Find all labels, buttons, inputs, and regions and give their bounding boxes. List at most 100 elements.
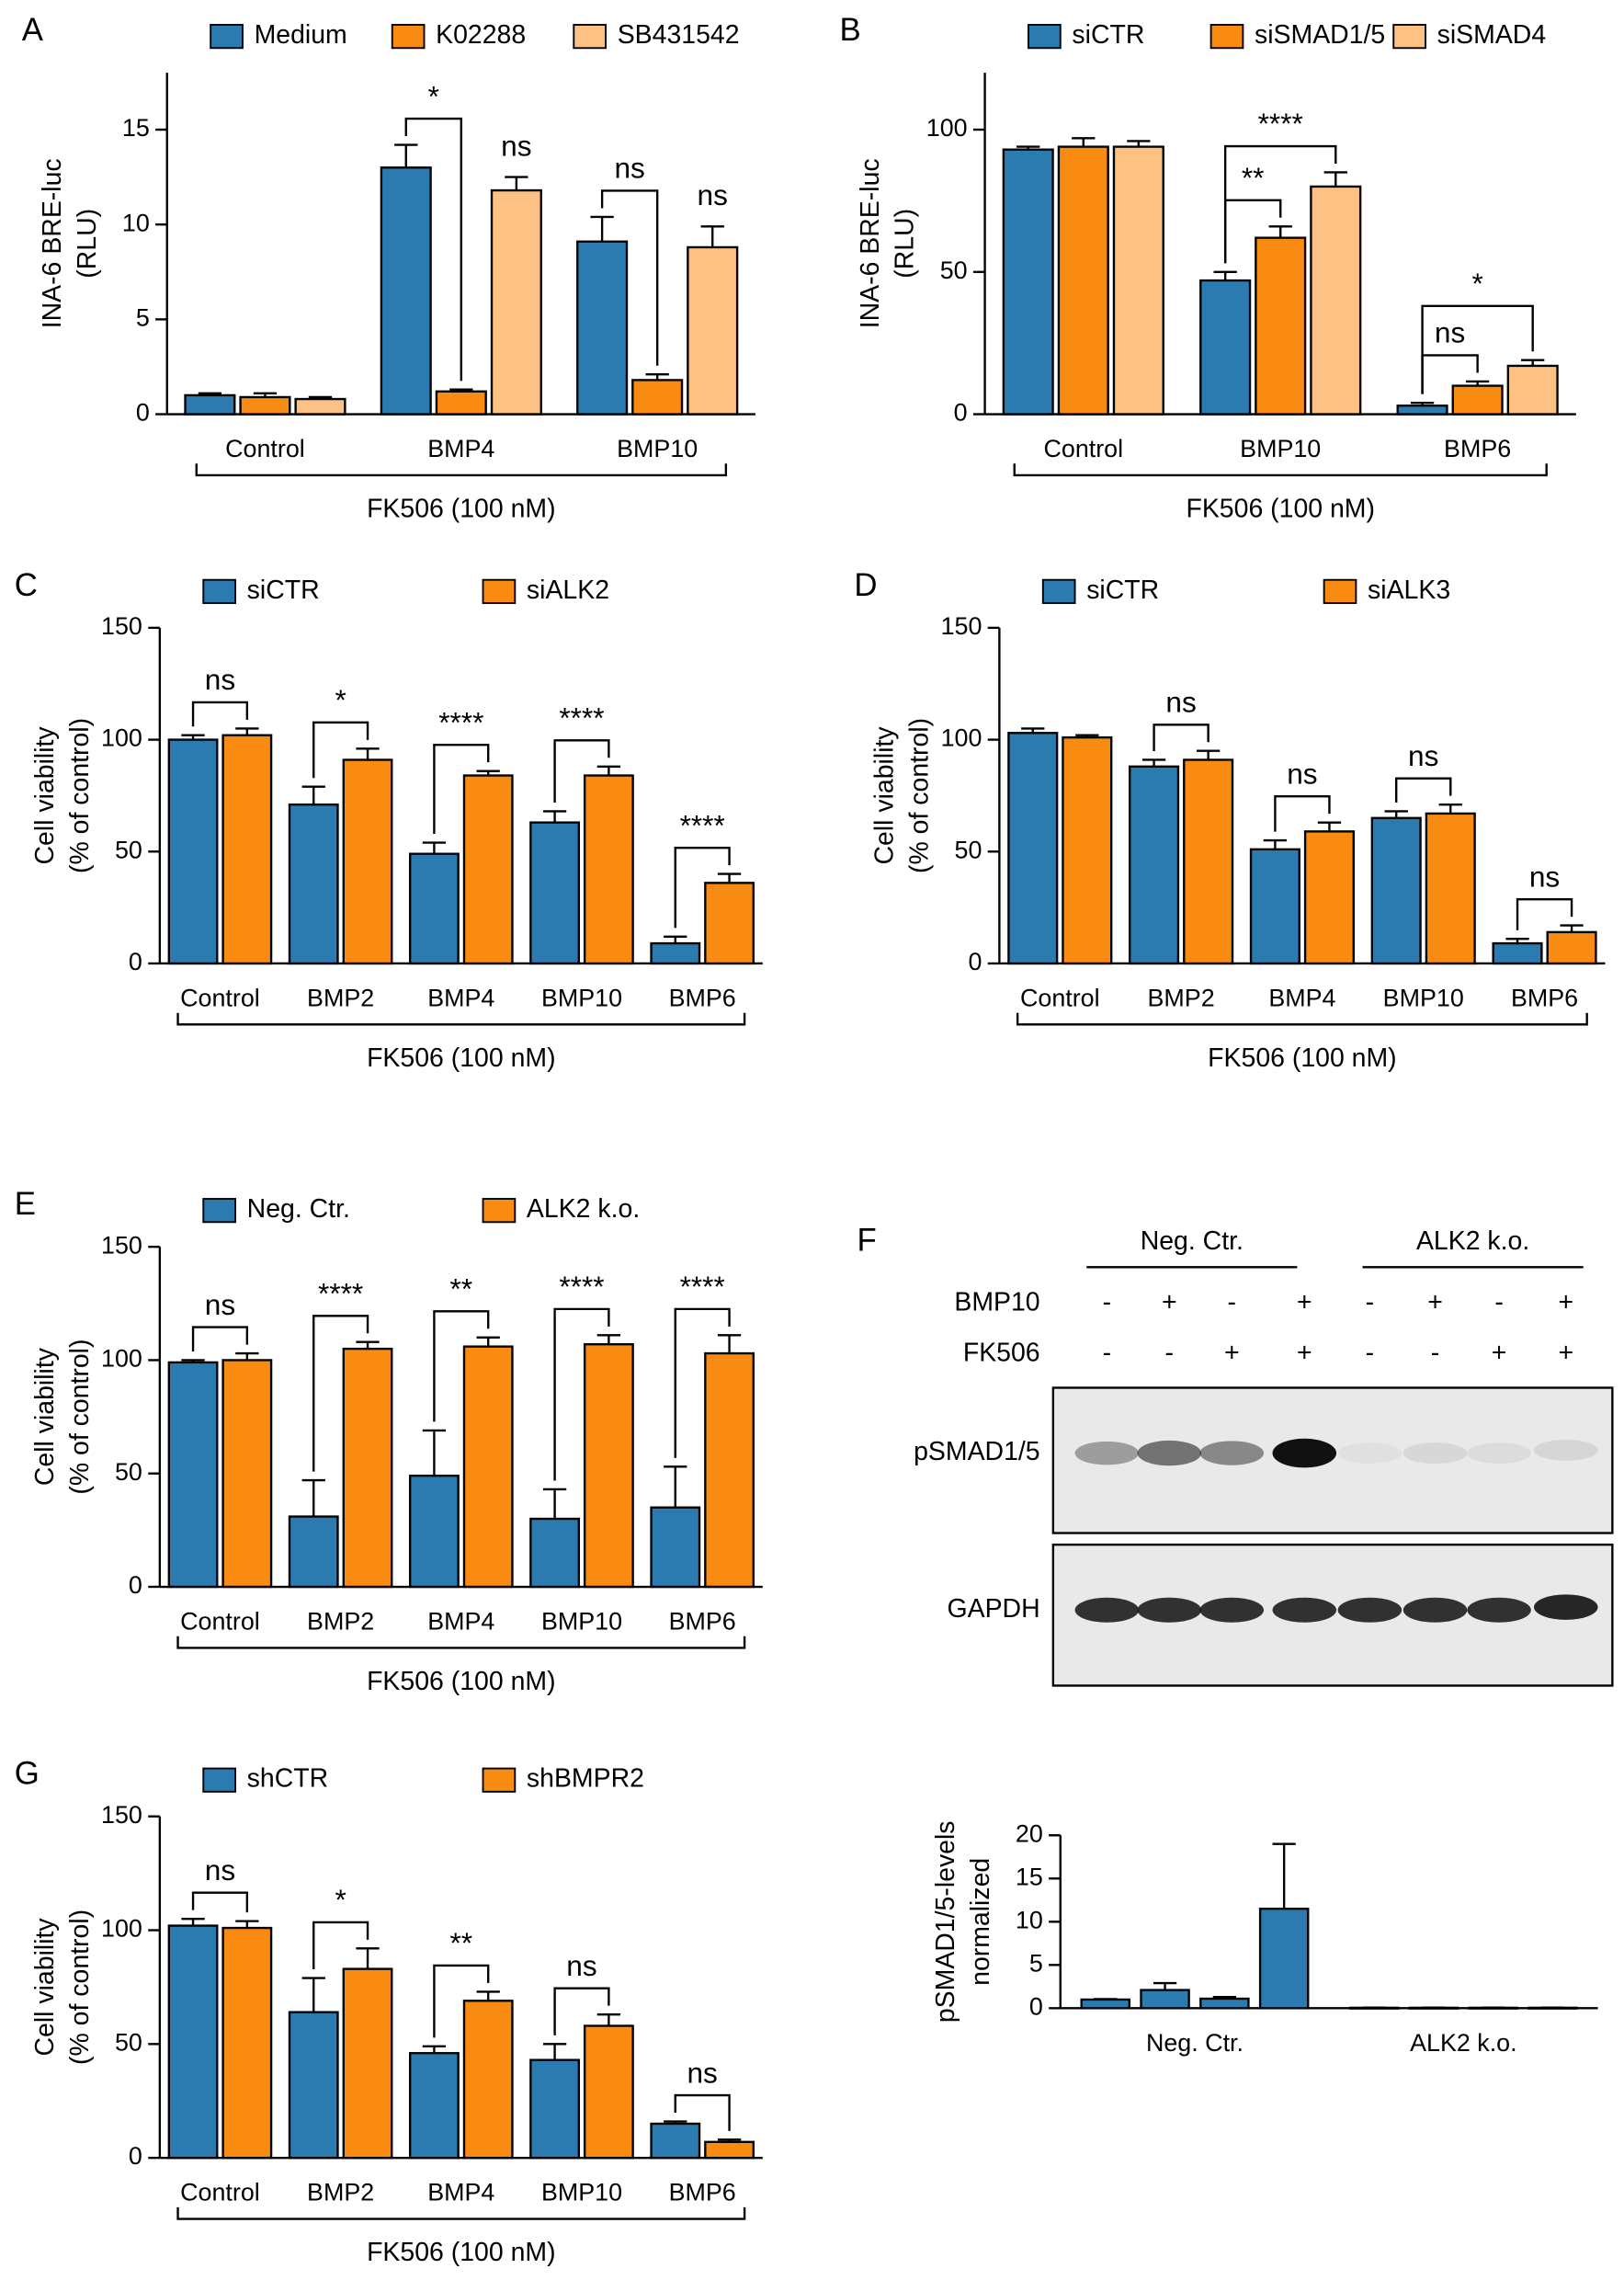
legend-label: Neg. Ctr. [247, 1194, 350, 1224]
blot-band [1272, 1438, 1337, 1468]
bar [221, 734, 273, 965]
group-label: FK506 (100 nM) [367, 1043, 555, 1073]
x-tick-label: BMP10 [1383, 985, 1464, 1012]
bar [288, 1515, 339, 1589]
blot-mark: - [1228, 1287, 1236, 1317]
bar [1249, 848, 1300, 965]
y-axis-label: (RLU) [891, 209, 920, 279]
x-tick-label: BMP6 [1444, 435, 1511, 462]
error-bar [301, 1478, 325, 1517]
legend-swatch [1392, 24, 1426, 50]
legend-swatch [1041, 578, 1076, 604]
significance-label: * [428, 79, 439, 112]
y-axis-label: (% of control) [905, 718, 935, 873]
error-bar [449, 388, 473, 392]
significance-label: ns [614, 152, 644, 185]
bar [1425, 812, 1476, 965]
x-tick-label: Control [1020, 985, 1100, 1012]
y-tick-label: 5 [136, 303, 150, 331]
group-label: FK506 (100 nM) [1208, 1043, 1396, 1073]
error-bar [1213, 270, 1237, 281]
error-bar [181, 734, 205, 740]
significance-label: ns [1435, 316, 1465, 349]
significance-bracket [1223, 144, 1337, 264]
error-bar [253, 392, 278, 397]
y-tick-label: 150 [101, 612, 142, 640]
y-tick-label: 50 [115, 1458, 142, 1486]
y-axis-label: pSMAD1/5-levels [931, 1820, 960, 2023]
blot-band [1137, 1440, 1202, 1466]
bar [1546, 930, 1597, 965]
y-tick-label: 100 [101, 1345, 142, 1373]
y-axis-label: Cell viability [30, 726, 60, 865]
x-tick-label: BMP2 [307, 2179, 374, 2206]
blot-mark: - [1494, 1287, 1503, 1317]
significance-label: * [335, 1883, 346, 1916]
error-bar [1272, 1842, 1296, 1910]
blot-band [1199, 1441, 1265, 1465]
error-bar [596, 2012, 621, 2026]
blot-band-label: pSMAD1/5 [914, 1437, 1040, 1466]
blot-band [1467, 1442, 1531, 1464]
blot-mark: + [1224, 1339, 1240, 1368]
error-bar [717, 872, 742, 884]
error-bar [1075, 734, 1099, 738]
legend-swatch [482, 1198, 517, 1224]
x-tick-label: Neg. Ctr. [1146, 2029, 1244, 2057]
error-bar [181, 1917, 205, 1926]
y-tick-label: 100 [101, 724, 142, 752]
bar [1451, 384, 1504, 416]
error-bar [1263, 838, 1288, 849]
y-tick-label: 10 [1016, 1906, 1043, 1933]
bar [342, 1967, 393, 2160]
bar [462, 2000, 514, 2160]
significance-label: **** [680, 1270, 725, 1303]
bar [687, 245, 739, 416]
blot-mark: - [1366, 1339, 1374, 1368]
bar [184, 393, 236, 416]
significance-label: **** [438, 705, 483, 738]
blot-band [1272, 1597, 1337, 1623]
significance-label: ns [566, 1949, 596, 1982]
bar [704, 1351, 755, 1589]
bar [408, 1475, 460, 1589]
significance-bracket [433, 744, 490, 835]
error-bar [542, 2043, 567, 2060]
legend-swatch [202, 578, 236, 604]
x-tick-label: BMP4 [427, 435, 494, 462]
panel-label: G [15, 1757, 40, 1792]
bar [1310, 185, 1362, 416]
blot-band [1074, 1597, 1140, 1623]
bar [1129, 765, 1180, 965]
error-bar [1438, 803, 1462, 814]
y-axis-label: (% of control) [65, 1910, 95, 2065]
blot-band [1403, 1442, 1468, 1465]
x-tick-label: BMP6 [669, 2179, 736, 2206]
bar [1112, 145, 1164, 416]
error-bar [235, 1351, 259, 1361]
bar [1258, 1908, 1310, 2010]
legend-label: siSMAD1/5 [1255, 20, 1385, 50]
significance-label: ns [698, 178, 728, 211]
legend-label: siCTR [1086, 576, 1159, 605]
x-tick-label: BMP6 [669, 1608, 736, 1636]
bar [583, 2024, 634, 2160]
significance-bracket [433, 1310, 490, 1422]
y-tick-label: 0 [129, 2142, 142, 2170]
significance-label: ns [205, 1853, 235, 1887]
bar [1199, 279, 1252, 416]
bar [650, 2122, 701, 2160]
bar [704, 882, 755, 965]
bar [221, 1359, 273, 1589]
bar [1506, 364, 1559, 416]
y-axis-label: Cell viability [30, 1918, 60, 2057]
blot-band [1199, 1597, 1265, 1623]
x-tick-label: Control [225, 435, 305, 462]
y-axis-label: Cell viability [870, 726, 900, 865]
blot-band [1137, 1597, 1202, 1623]
significance-label: **** [318, 1276, 363, 1309]
bar [462, 1345, 514, 1589]
significance-bracket [191, 701, 249, 727]
significance-bracket [312, 1921, 369, 1970]
significance-bracket [312, 721, 369, 779]
